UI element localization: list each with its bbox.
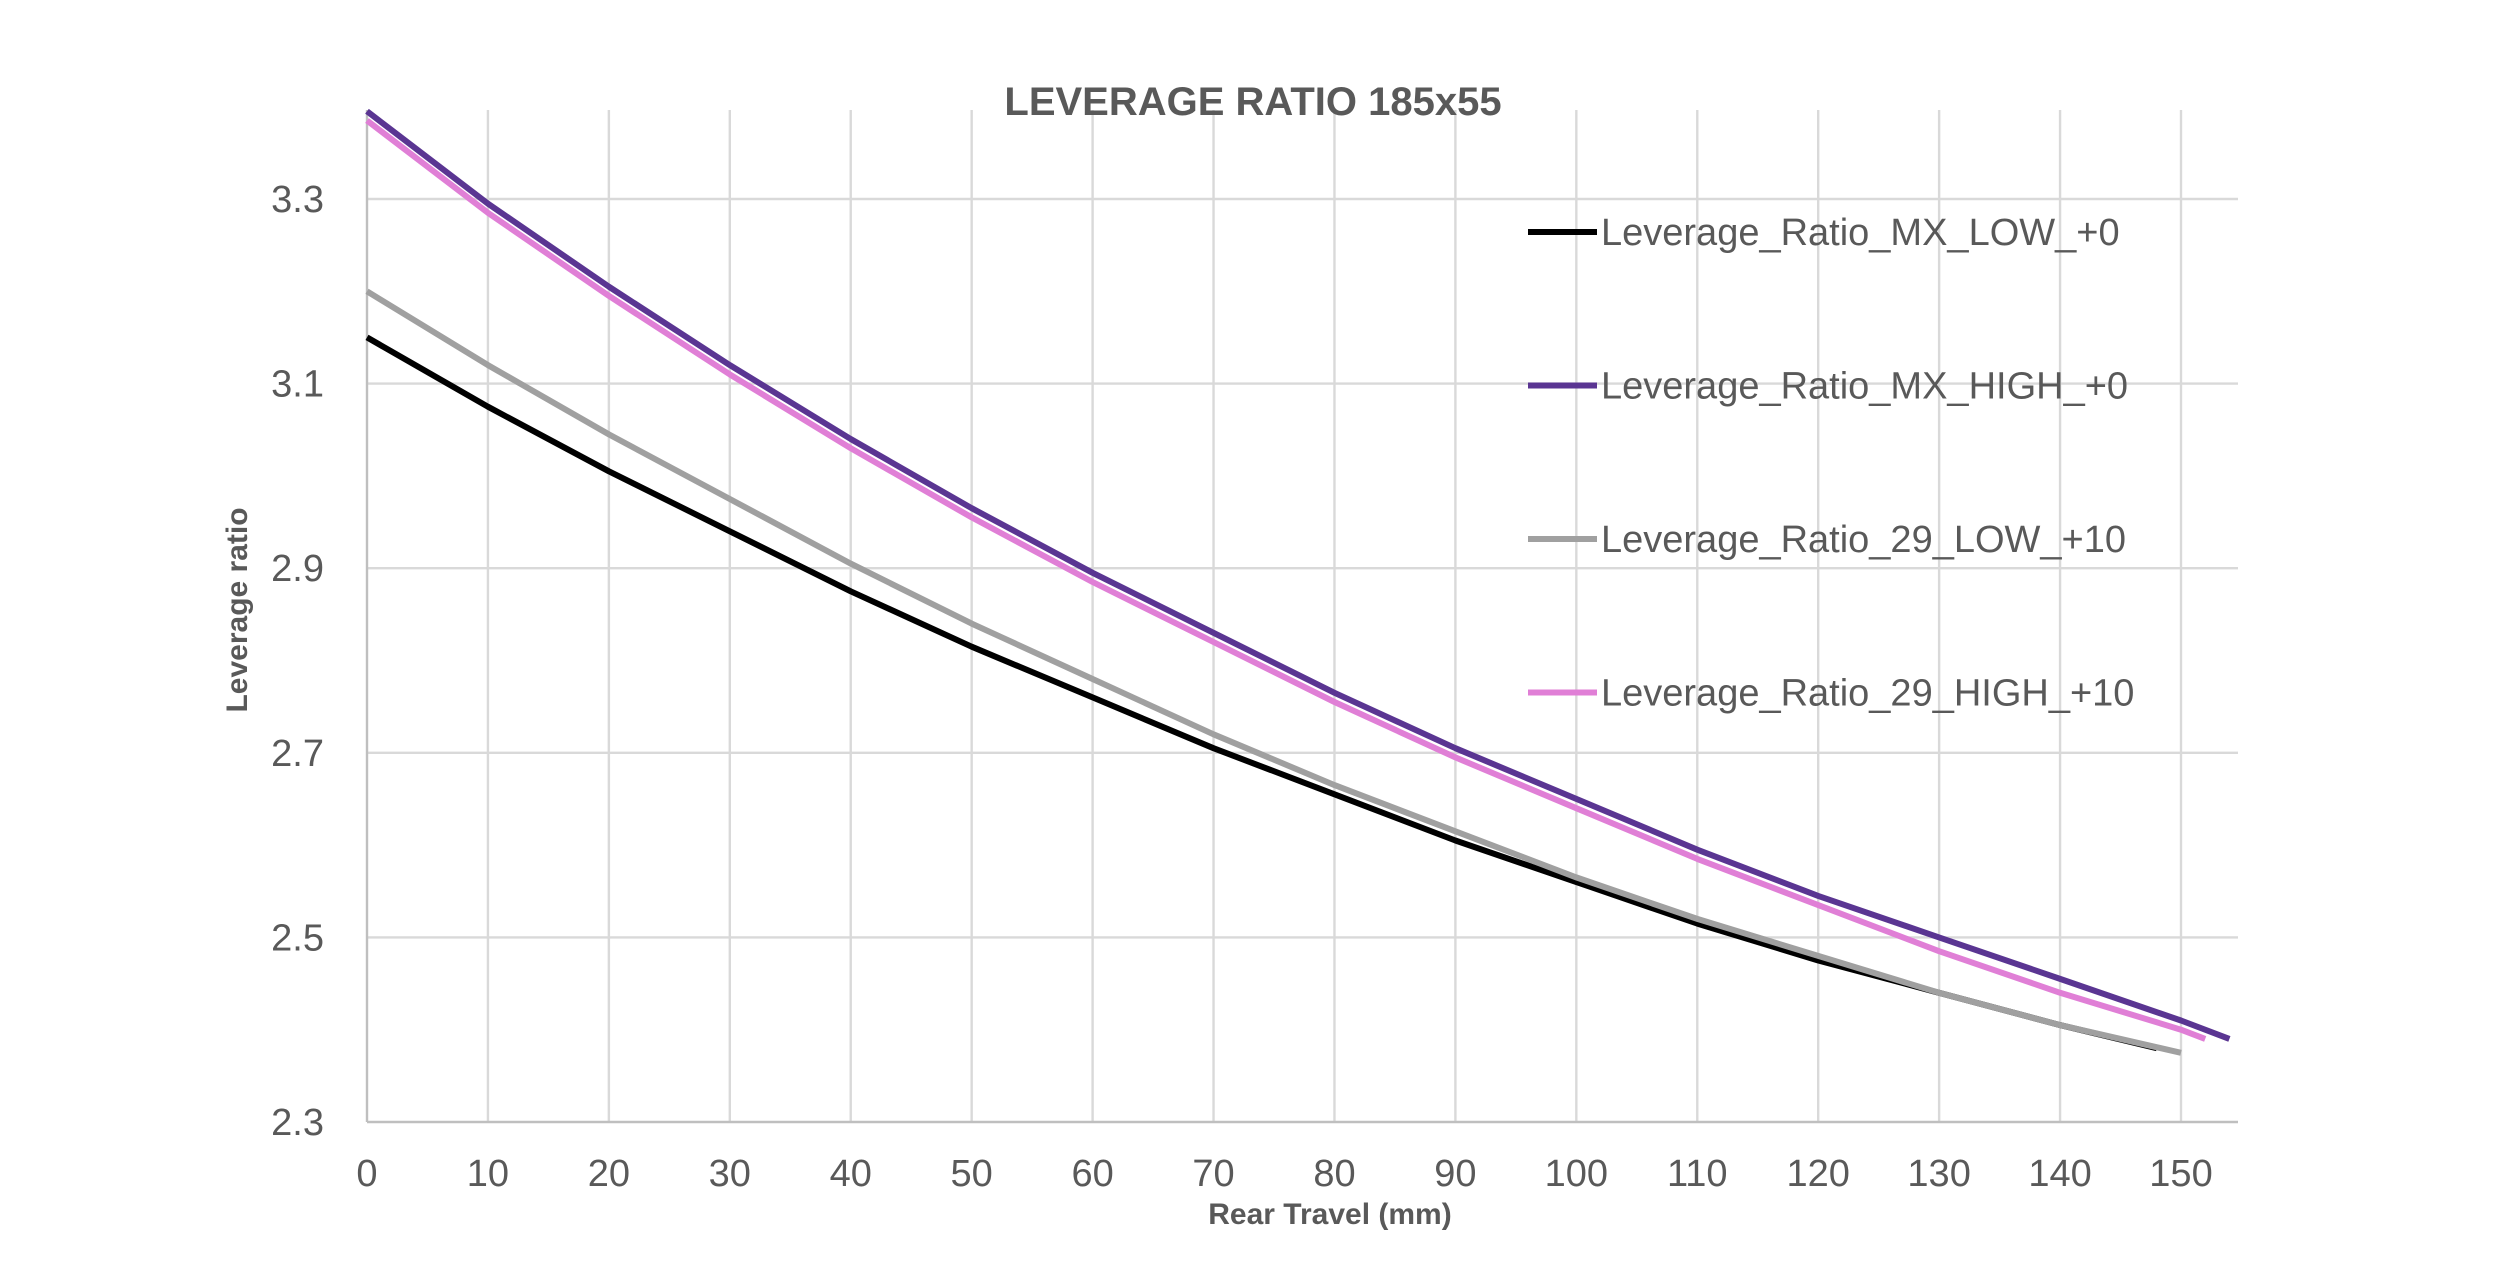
legend-label: Leverage_Ratio_MX_HIGH_+0 [1601,366,2128,408]
x-tick-label: 60 [1071,1153,1113,1195]
y-tick-label: 2.7 [271,733,324,775]
x-tick-label: 10 [467,1153,509,1195]
legend: Leverage_Ratio_MX_LOW_+0 Leverage_Ratio_M… [1528,212,2134,715]
x-tick-label: 150 [2149,1153,2212,1195]
x-tick-label: 100 [1545,1153,1608,1195]
y-tick-label: 3.3 [271,179,324,221]
x-tick-label: 80 [1313,1153,1355,1195]
y-axis-title: Leverage ratio [221,507,254,712]
x-tick-label: 0 [356,1153,377,1195]
x-axis-title: Rear Travel (mm) [1208,1198,1451,1231]
x-tick-label: 130 [1907,1153,1970,1195]
x-tick-label: 70 [1192,1153,1234,1195]
series-line [365,108,2231,1042]
x-tick-label: 20 [588,1153,630,1195]
chart-title: LEVERAGE RATIO 185x55 [1004,80,1501,124]
legend-label: Leverage_Ratio_29_LOW_+10 [1601,519,2126,561]
y-tick-label: 2.9 [271,548,324,590]
x-tick-label: 110 [1667,1153,1728,1195]
x-tick-label: 90 [1434,1153,1476,1195]
axis-layer: 0 10 20 30 40 50 60 70 80 90 100 110 120 130 140 150 2.3… [271,110,2238,1195]
x-tick-label: 50 [951,1153,993,1195]
legend-item: Leverage_Ratio_MX_HIGH_+0 [1528,366,2128,408]
x-tick-label: 140 [2028,1153,2091,1195]
x-tick-label: 40 [830,1153,872,1195]
y-tick-label: 2.5 [271,917,324,959]
legend-item: Leverage_Ratio_29_LOW_+10 [1528,519,2126,561]
series-layer [365,108,2231,1056]
legend-label: Leverage_Ratio_MX_LOW_+0 [1601,212,2120,254]
x-tick-label: 30 [709,1153,751,1195]
y-tick-label: 2.3 [271,1102,324,1144]
y-tick-label: 3.1 [271,364,324,406]
series-line [365,118,2207,1042]
legend-label: Leverage_Ratio_29_HIGH_+10 [1601,673,2134,715]
x-tick-label: 120 [1786,1153,1849,1195]
legend-item: Leverage_Ratio_MX_LOW_+0 [1528,212,2120,254]
legend-item: Leverage_Ratio_29_HIGH_+10 [1528,673,2134,715]
series-line [365,288,2182,1056]
grid-layer [367,110,2238,1122]
